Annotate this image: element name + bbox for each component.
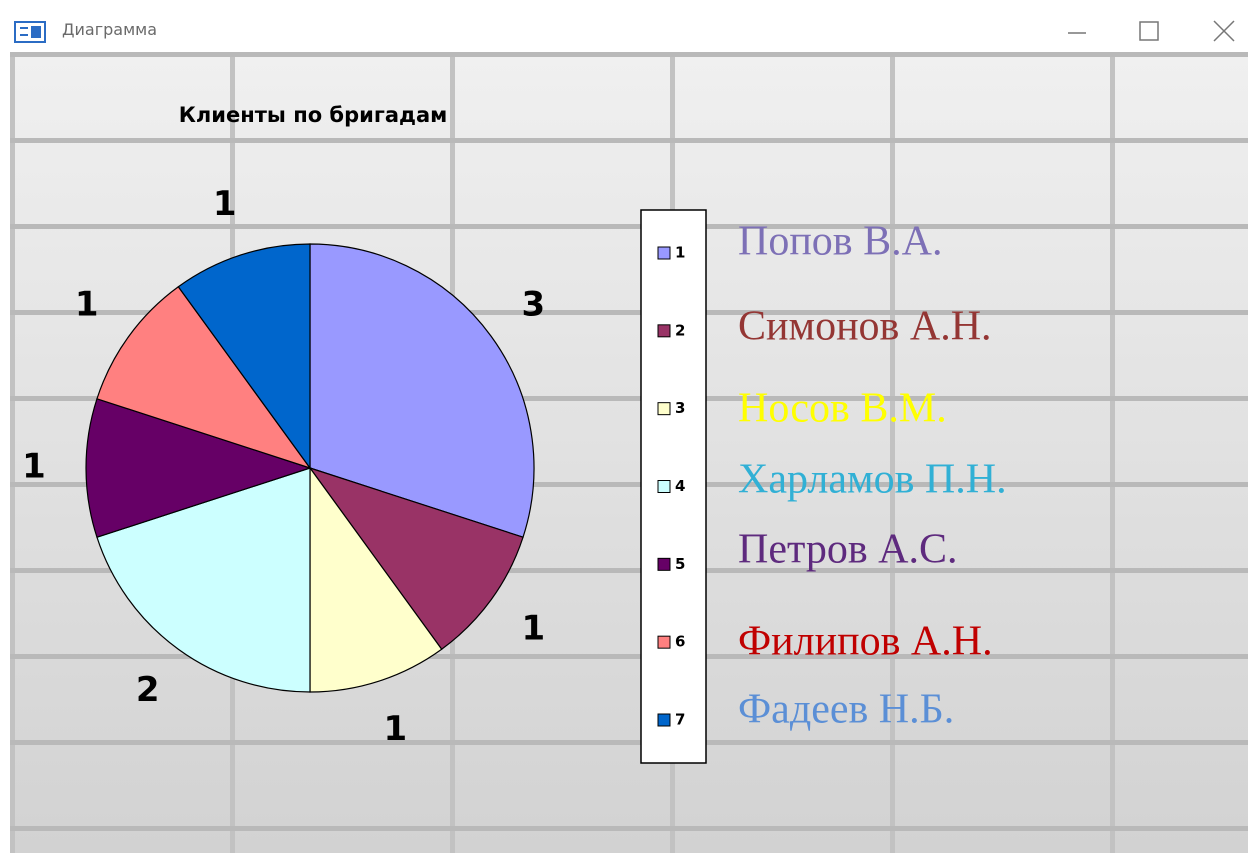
legend-box: [641, 210, 706, 763]
window: Диаграмма Клиенты по бригадам 3112111123…: [0, 0, 1248, 853]
legend-label: 4: [675, 477, 685, 495]
chart: Клиенты по бригадам 3 1 1 2 1 1 1 1 2 3 4 5 6 7 Попов …: [0, 0, 1248, 853]
legend-swatch: [658, 247, 670, 259]
data-label: 1: [383, 709, 407, 749]
data-label: 3: [521, 284, 545, 324]
brigade-name: Попов В.А.: [738, 219, 942, 265]
legend-swatch: [658, 481, 670, 493]
chart-title: Клиенты по бригадам: [179, 103, 448, 127]
legend-swatch: [658, 403, 670, 415]
legend-label: 2: [675, 321, 685, 339]
data-label: 1: [22, 447, 46, 487]
legend-swatch: [658, 325, 670, 337]
data-label: 1: [75, 284, 99, 324]
legend-swatch: [658, 558, 670, 570]
legend-swatch: [658, 714, 670, 726]
legend-label: 3: [675, 399, 685, 417]
legend-swatch: [658, 636, 670, 648]
brigade-name: Харламов П.Н.: [738, 457, 1007, 503]
data-label: 1: [521, 609, 545, 649]
brigade-name: Петров А.С.: [738, 527, 958, 573]
data-label: 2: [136, 670, 160, 710]
legend-label: 6: [675, 633, 685, 651]
brigade-name: Носов В.М.: [738, 386, 947, 432]
data-label: 1: [213, 184, 237, 224]
brigade-name: Симонов А.Н.: [738, 304, 992, 350]
legend-label: 1: [675, 244, 685, 262]
brigade-name: Фадеев Н.Б.: [738, 687, 954, 733]
brigade-name: Филипов А.Н.: [738, 619, 993, 665]
legend-label: 7: [675, 711, 685, 729]
legend-label: 5: [675, 555, 685, 573]
